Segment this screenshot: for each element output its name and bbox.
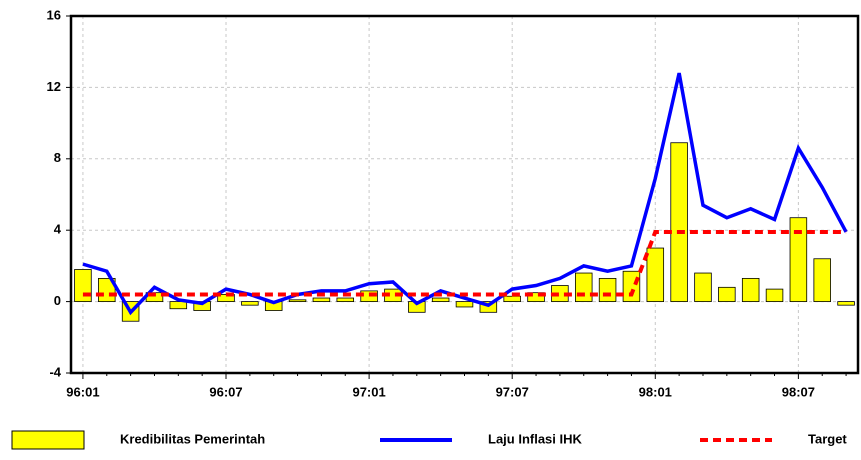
bar (527, 292, 545, 302)
bar (74, 269, 92, 303)
x-tick-label: 98:01 (639, 384, 672, 399)
x-tick-label: 98:07 (782, 384, 815, 399)
legend-label: Kredibilitas Pemerintah (120, 431, 265, 446)
bar (741, 277, 760, 302)
plot-frame (69, 14, 860, 375)
bar (503, 295, 521, 302)
legend-label: Laju Inflasi IHK (488, 431, 583, 446)
y-tick-label: 16 (47, 7, 61, 22)
inflation-line (82, 72, 848, 316)
legend-swatch (11, 430, 85, 450)
x-tick-label: 96:07 (209, 384, 242, 399)
bar (598, 277, 617, 302)
y-tick-label: 4 (54, 222, 62, 237)
bar (837, 301, 855, 306)
x-tick-label: 96:01 (66, 384, 99, 399)
bar (622, 270, 641, 303)
bar (813, 258, 831, 303)
bar (789, 217, 808, 302)
y-tick-label: 0 (54, 293, 61, 308)
x-tick-label: 97:07 (496, 384, 529, 399)
bar (765, 288, 784, 303)
target-line (82, 229, 847, 297)
bar (670, 142, 688, 303)
bar (646, 247, 665, 303)
y-tick-label: 8 (54, 150, 61, 165)
bar (431, 297, 450, 302)
bar (312, 297, 331, 302)
bar (718, 286, 736, 303)
bar (288, 299, 307, 303)
bar (694, 272, 712, 303)
y-tick-label: 12 (47, 79, 61, 94)
x-tick-label: 97:01 (352, 384, 385, 399)
bar (455, 301, 474, 308)
y-tick-label: -4 (49, 364, 61, 379)
bar (336, 297, 355, 302)
bar (574, 272, 593, 303)
bar (241, 301, 259, 306)
legend-label: Target (808, 431, 847, 446)
bar (169, 301, 188, 310)
